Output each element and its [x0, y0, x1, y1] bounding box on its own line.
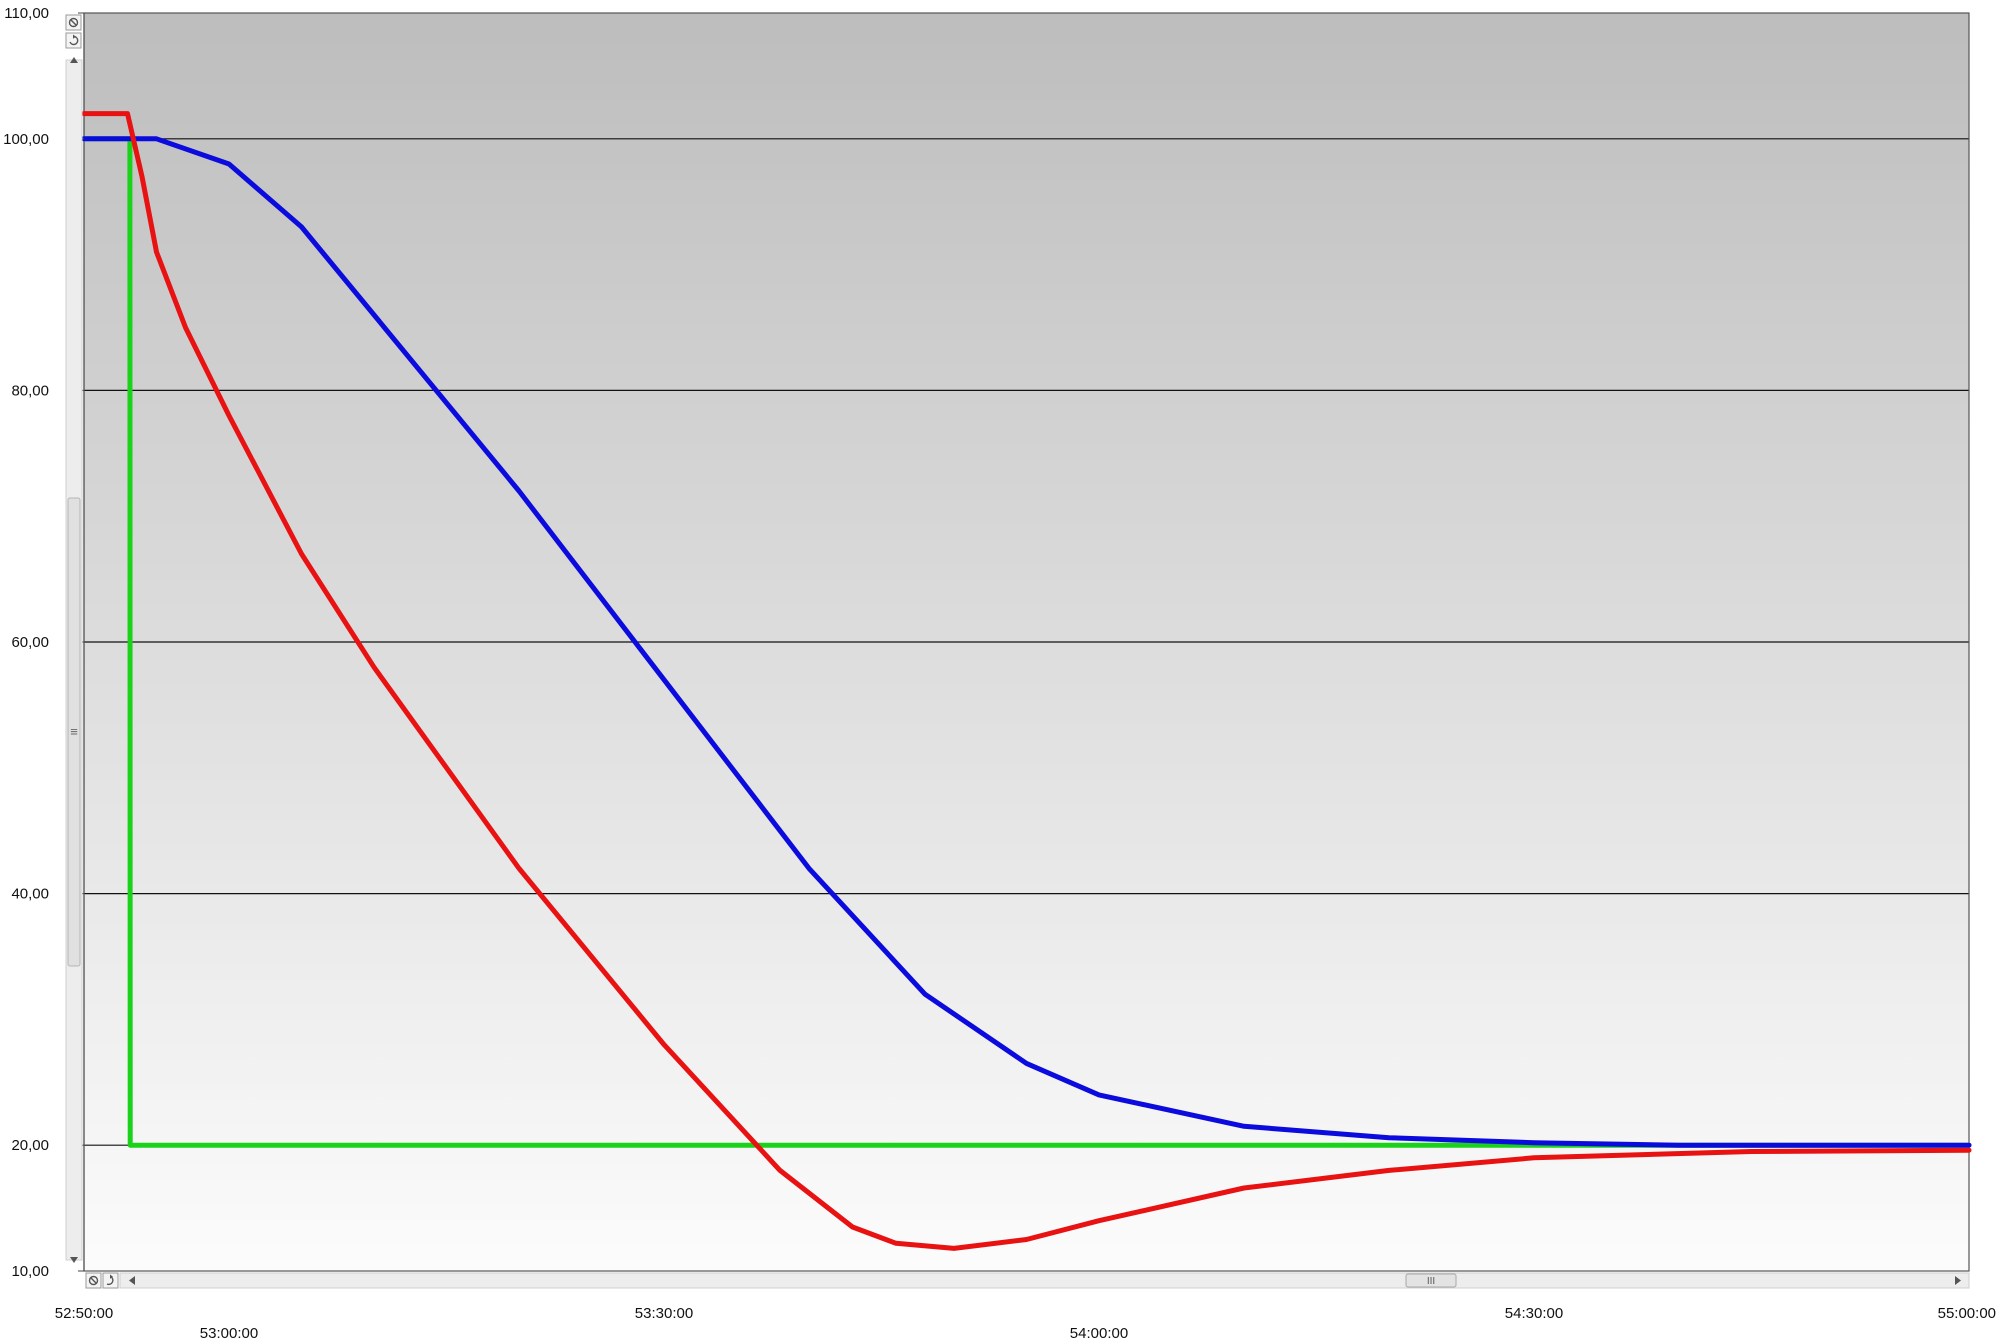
- x-axis: 52:50:00 53:00:00 53:30:00 54:00:00 54:30:00…: [55, 1305, 1996, 1340]
- x-tick-label: 54:00:00: [1070, 1325, 1128, 1340]
- y-zoom-reset-button[interactable]: [65, 14, 82, 31]
- y-tick-label: 20,00: [11, 1137, 49, 1154]
- x-scroll-left-icon[interactable]: [129, 1276, 135, 1285]
- x-tick-label: 54:30:00: [1505, 1305, 1563, 1322]
- x-scroll-grip[interactable]: III: [1427, 1276, 1435, 1287]
- x-tick-label: 53:30:00: [635, 1305, 693, 1322]
- series-layer: [81, 111, 1972, 1251]
- series-line-3: [81, 111, 1972, 1251]
- y-undo-zoom-button[interactable]: [65, 32, 82, 49]
- x-tick-label: 53:00:00: [200, 1325, 258, 1340]
- y-tick-label: 40,00: [11, 886, 49, 903]
- gridlines: [84, 138, 1969, 1146]
- x-scrollbar-track[interactable]: [119, 1272, 1970, 1289]
- y-scroll-grip[interactable]: ≡: [70, 724, 78, 739]
- x-tick-label: 55:00:00: [1938, 1305, 1996, 1322]
- y-tick-label: 60,00: [11, 634, 49, 651]
- y-scroll-down-icon[interactable]: [70, 1257, 78, 1263]
- y-scroll-up-icon[interactable]: [70, 57, 78, 63]
- x-tick-label: 52:50:00: [55, 1305, 113, 1322]
- y-tick-label: 110,00: [4, 5, 49, 22]
- zoom-reset-icon: [68, 17, 79, 28]
- y-tick-label: 100,00: [3, 131, 49, 148]
- x-undo-zoom-button[interactable]: [102, 1272, 119, 1289]
- x-zoom-reset-button[interactable]: [85, 1272, 102, 1289]
- x-scrollbar-thumb[interactable]: [1405, 1273, 1457, 1288]
- y-axis: 110,00 100,00 80,00 60,00 40,00 20,00 10,00: [3, 5, 84, 1280]
- x-scroll-right-icon[interactable]: [1955, 1276, 1961, 1285]
- y-scrollbar-thumb[interactable]: [67, 497, 81, 967]
- series-line-2: [81, 136, 1972, 1148]
- y-tick-label: 10,00: [11, 1263, 49, 1280]
- y-scrollbar[interactable]: ≡: [65, 57, 83, 1263]
- y-tick-label: 80,00: [11, 382, 49, 399]
- x-scrollbar[interactable]: III: [119, 1272, 1970, 1289]
